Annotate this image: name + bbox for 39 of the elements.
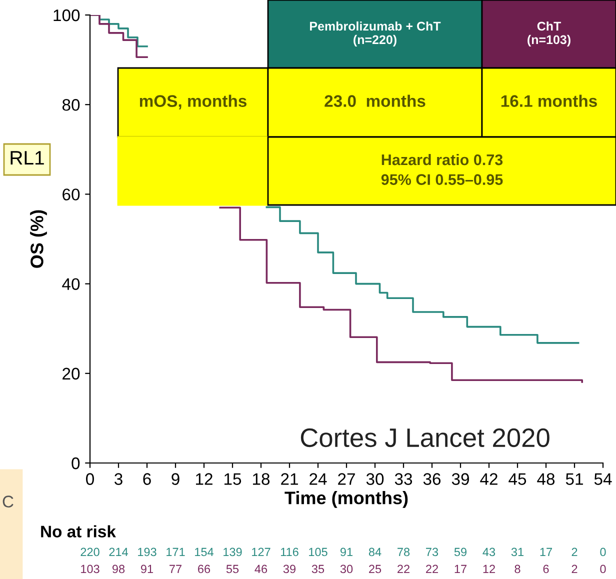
x-tick-label: 36 [423,473,441,485]
x-tick-label: 48 [537,473,555,485]
x-tick-label: 12 [196,473,212,485]
x-tick-label: 9 [172,473,180,485]
x-tick-label: 15 [224,473,242,485]
y-tick-label: 40 [62,278,80,290]
y-tick-label: 60 [62,188,80,200]
x-tick-label: 33 [394,473,412,485]
x-tick-label: 54 [594,473,612,485]
x-tick-label: 27 [338,473,355,485]
annotation: Pembrolizumab + ChT (n=220) [310,21,441,47]
text: No at risk [41,525,116,538]
x-tick-label: 45 [508,473,526,485]
x-tick-label: 6 [143,473,151,485]
text: 220 214 193 171 154 139 127 116 105 91 84 78 73 59 43 31 17 2 0 [80,548,606,556]
x-tick-label: 21 [281,473,298,485]
annotation: mOS, months [140,94,246,110]
text: C [2,496,14,508]
y-tick-label: 80 [62,99,80,111]
annotation: 16.1 months [501,94,597,107]
y-axis-title: OS (%) [30,210,47,268]
annotation: Cortes J Lancet 2020 [300,428,550,448]
x-tick-label: 3 [114,473,122,485]
y-tick-label: 0 [72,457,80,470]
y-tick-label: 100 [54,9,80,22]
x-tick-label: 42 [480,473,498,485]
x-tick-label: 51 [566,473,583,485]
x-tick-label: 18 [253,473,270,485]
x-tick-label: 0 [86,473,94,485]
annotation: ChT (n=103) [528,21,570,47]
y-tick-label: 20 [62,368,80,380]
annotation: Hazard ratio 0.73 95% CI 0.55–0.95 [381,154,503,185]
x-tick-label: 39 [452,473,469,485]
text: 103 98 91 77 66 55 46 39 35 30 25 22 22 17 12 8 6 2 0 [81,564,606,574]
x-tick-label: 24 [310,473,327,485]
x-tick-label: 30 [366,473,384,485]
text: RL1 [10,151,44,165]
annotation: 23.0 months [324,94,426,107]
x-axis-title: Time (months) [284,491,408,508]
